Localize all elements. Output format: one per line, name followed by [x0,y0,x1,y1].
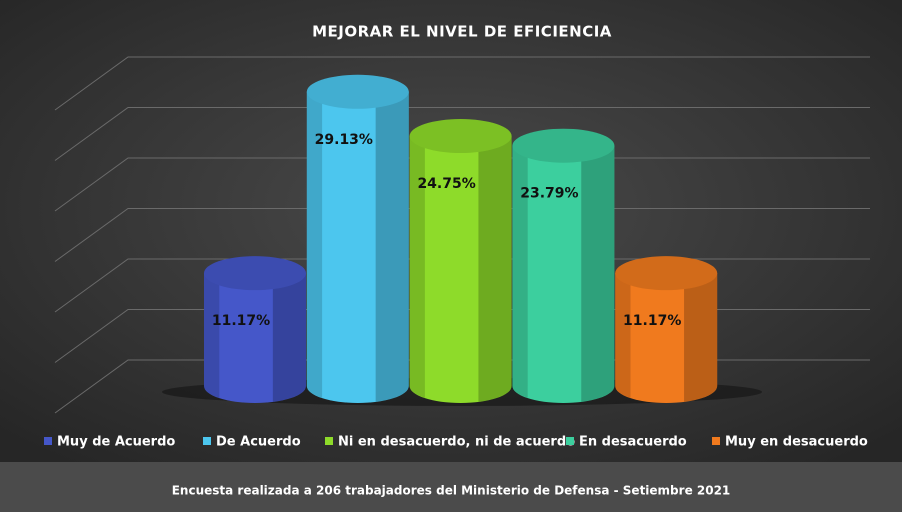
legend-label: Muy de Acuerdo [57,435,175,450]
grid-line [54,258,870,313]
cylinder-top-shade [512,128,615,163]
grid-line [54,208,870,262]
cylinder-shade [409,136,425,398]
cylinder-top [512,128,615,163]
cylinder-top-shade [409,119,512,154]
cylinder-body [306,91,409,404]
cylinder-body [512,145,615,403]
cylinder [306,74,409,404]
legend-label: En desacuerdo [579,435,687,450]
grid-line [54,56,870,111]
value-label: 29.13% [315,132,373,148]
cylinder-body [409,136,512,403]
cylinder-top [409,119,512,154]
chart-title: MEJORAR EL NIVEL DE EFICIENCIA [312,23,612,41]
cylinder-shade [306,91,323,398]
cylinder-top-shade [615,256,718,291]
cylinder-top [615,256,718,291]
value-label: 23.79% [520,186,578,202]
legend-swatch [203,437,211,445]
legend-swatch [566,437,574,445]
cylinder [204,256,306,403]
cylinder [615,256,718,403]
cylinder-top [204,256,306,291]
grid-line [54,157,870,212]
cylinder-shade [512,145,528,398]
cylinder-shade [375,91,409,402]
legend-swatch [712,437,720,445]
cylinder-shade [204,273,220,398]
legend-swatch [325,437,333,445]
cylinder-shade [581,145,615,402]
cylinder-body [615,273,718,403]
value-label: 11.17% [212,313,270,329]
cylinder-top [306,74,409,109]
footer-note: Encuesta realizada a 206 trabajadores de… [172,484,731,498]
legend-label: Muy en desacuerdo [725,435,868,450]
footer-band [0,462,902,512]
cylinder-shade [615,273,631,398]
cylinder-shade [272,273,306,402]
value-label: 24.75% [417,176,475,192]
value-label: 11.17% [623,313,681,329]
grid-line [54,107,870,161]
cylinder-body [204,273,306,403]
cylinder [512,128,615,403]
legend-swatch [44,437,52,445]
cylinder-shade [684,273,718,402]
cylinder-shade [478,136,512,402]
cylinder [409,119,512,403]
cylinder-top-shade [204,256,306,291]
cylinder-top-shade [306,74,409,109]
legend-label: De Acuerdo [216,435,301,450]
legend-label: Ni en desacuerdo, ni de acuerdo [338,435,575,450]
